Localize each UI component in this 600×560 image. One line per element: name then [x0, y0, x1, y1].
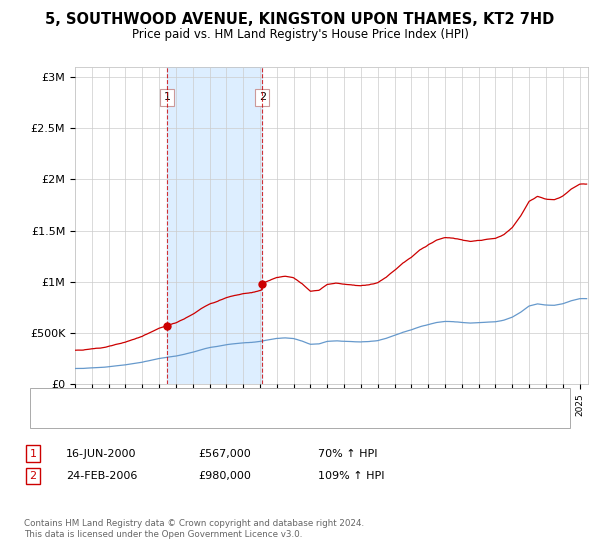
- Text: 2: 2: [29, 471, 37, 481]
- Text: 109% ↑ HPI: 109% ↑ HPI: [318, 471, 385, 481]
- Text: 24-FEB-2006: 24-FEB-2006: [66, 471, 137, 481]
- Text: Contains HM Land Registry data © Crown copyright and database right 2024.
This d: Contains HM Land Registry data © Crown c…: [24, 520, 364, 539]
- Text: £567,000: £567,000: [198, 449, 251, 459]
- Text: 2: 2: [259, 92, 266, 102]
- Text: 1: 1: [163, 92, 170, 102]
- Text: Price paid vs. HM Land Registry's House Price Index (HPI): Price paid vs. HM Land Registry's House …: [131, 28, 469, 41]
- Text: 70% ↑ HPI: 70% ↑ HPI: [318, 449, 377, 459]
- Text: 1: 1: [29, 449, 37, 459]
- Text: 16-JUN-2000: 16-JUN-2000: [66, 449, 137, 459]
- Text: 5, SOUTHWOOD AVENUE, KINGSTON UPON THAMES, KT2 7HD (detached house): 5, SOUTHWOOD AVENUE, KINGSTON UPON THAME…: [90, 395, 469, 404]
- Text: £980,000: £980,000: [198, 471, 251, 481]
- Text: 5, SOUTHWOOD AVENUE, KINGSTON UPON THAMES, KT2 7HD: 5, SOUTHWOOD AVENUE, KINGSTON UPON THAME…: [46, 12, 554, 27]
- Text: HPI: Average price, detached house, Kingston upon Thames: HPI: Average price, detached house, King…: [90, 413, 375, 422]
- Bar: [167, 67, 262, 384]
